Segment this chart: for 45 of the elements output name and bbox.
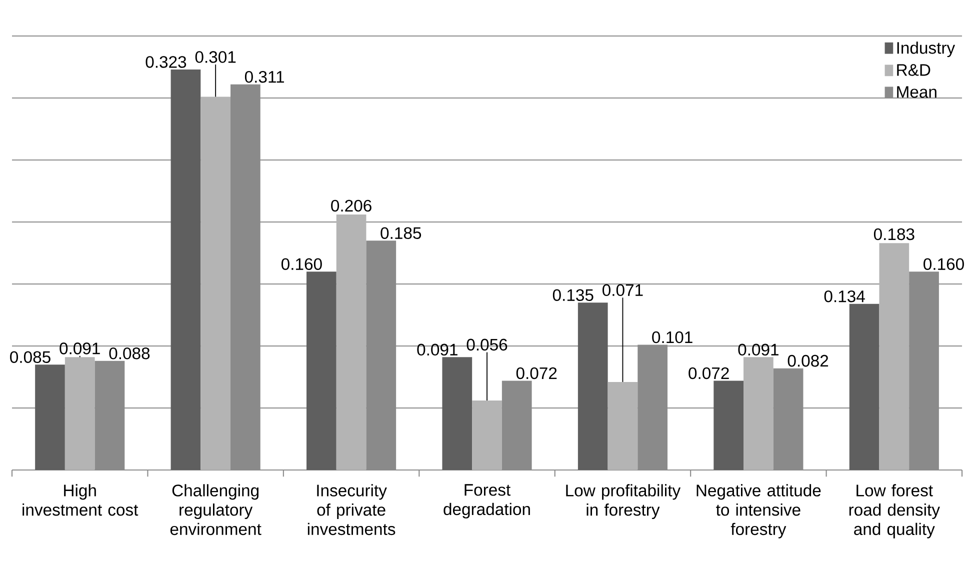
x-tick-label: Challenging regulatory environment: [170, 484, 262, 536]
data-label: 0.088: [109, 347, 150, 360]
data-label: 0.072: [516, 367, 557, 380]
data-label: 0.071: [602, 284, 643, 296]
bar: [608, 382, 638, 470]
x-tick-label: Forest degradation: [444, 484, 530, 518]
x-tick-label: Negative attitude to intensive forestry: [696, 484, 821, 538]
data-label: 0.056: [466, 338, 508, 351]
data-label: 0.160: [281, 258, 322, 270]
bar: [336, 214, 366, 470]
data-label: 0.101: [652, 331, 692, 344]
bar: [744, 357, 774, 470]
bar: [714, 380, 744, 470]
data-label: 0.134: [824, 290, 865, 302]
bar: [200, 96, 231, 470]
bar: [306, 272, 336, 470]
data-label: 0.160: [924, 258, 964, 270]
data-label: 0.091: [60, 342, 100, 354]
data-label: 0.085: [10, 351, 50, 363]
bar: [578, 302, 608, 470]
legend-label: Industry: [897, 42, 956, 58]
bar: [442, 357, 472, 470]
data-label: 0.072: [688, 367, 729, 380]
data-label: 0.091: [738, 344, 778, 356]
data-label: 0.082: [788, 354, 828, 367]
bar: [472, 400, 502, 470]
x-tick-label: Low forest road density and quality: [849, 484, 940, 538]
data-label: 0.206: [331, 200, 372, 212]
bar: [849, 304, 880, 470]
data-label: 0.185: [380, 227, 422, 239]
x-tick-label: Low profitability in forestry: [566, 484, 681, 520]
x-tick-label: High investment cost: [22, 484, 138, 516]
x-tick-label: Insecurity of private investments: [308, 484, 396, 536]
bar: [64, 357, 95, 470]
data-label: 0.183: [874, 228, 914, 240]
data-label: 0.323: [146, 56, 186, 68]
data-label: 0.135: [552, 289, 594, 301]
bar: [879, 243, 910, 470]
data-label: 0.091: [417, 344, 458, 356]
data-label: 0.311: [244, 70, 284, 83]
legend-label: Mean: [897, 86, 936, 98]
data-label: 0.301: [195, 51, 236, 63]
bar: [35, 364, 65, 470]
bar: [170, 69, 201, 470]
legend-label: R&D: [897, 64, 930, 76]
